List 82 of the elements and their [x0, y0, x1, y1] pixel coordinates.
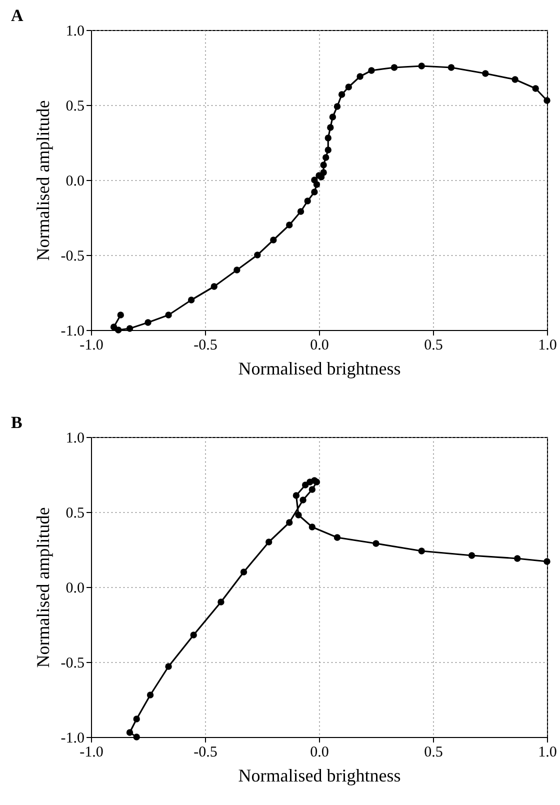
x-tick-label: 1.0	[538, 744, 557, 760]
x-axis-title: Normalised brightness	[238, 358, 401, 378]
x-tick-label: 1.0	[538, 338, 557, 354]
point	[308, 524, 316, 530]
y-tick-label: 1.0	[66, 24, 84, 40]
point	[334, 534, 341, 541]
y-tick-label: 0.0	[66, 580, 84, 596]
x-tick-label: 0.0	[310, 338, 329, 354]
point	[324, 134, 332, 142]
y-axis-title: Normalised amplitude	[32, 507, 53, 668]
point	[126, 729, 134, 736]
point	[240, 568, 248, 576]
point	[482, 70, 489, 77]
point	[311, 188, 318, 196]
point	[218, 598, 224, 606]
point	[311, 176, 318, 184]
point	[210, 283, 218, 290]
point	[286, 222, 293, 228]
point	[390, 64, 398, 71]
point	[329, 114, 336, 120]
y-tick-label: -1.0	[60, 324, 84, 340]
point	[327, 124, 334, 131]
point	[146, 692, 154, 698]
y-tick-label: 1.0	[66, 430, 84, 446]
point	[133, 734, 140, 740]
point	[188, 296, 195, 304]
point	[368, 67, 375, 74]
x-tick-label: 0.5	[424, 744, 443, 760]
point	[324, 146, 332, 154]
point	[512, 76, 518, 83]
point	[532, 85, 539, 92]
point	[190, 632, 197, 638]
point	[418, 62, 425, 70]
point	[165, 663, 172, 670]
point	[295, 512, 302, 518]
point	[372, 540, 380, 547]
point	[302, 482, 309, 488]
y-axis-title: Normalised amplitude	[32, 100, 53, 261]
point	[117, 312, 124, 318]
y-tick-label: -1.0	[60, 730, 84, 746]
point	[468, 552, 476, 559]
y-tick-label: -0.5	[60, 656, 84, 672]
point	[544, 558, 550, 565]
point	[338, 91, 346, 98]
point	[300, 496, 306, 504]
point	[270, 236, 277, 244]
chart-title: B	[11, 413, 22, 432]
chart-title: A	[11, 6, 24, 25]
point	[265, 538, 272, 546]
point	[418, 548, 425, 554]
point	[334, 103, 341, 110]
point	[304, 198, 311, 204]
point	[133, 716, 140, 722]
point	[544, 97, 550, 104]
point	[126, 325, 134, 332]
point	[320, 169, 327, 176]
point	[356, 73, 364, 80]
y-tick-label: 0.5	[66, 506, 84, 522]
y-tick-label: 0.5	[66, 98, 84, 114]
point	[144, 319, 152, 326]
point	[234, 266, 240, 274]
point	[322, 154, 330, 161]
point	[292, 492, 300, 499]
point	[514, 555, 521, 562]
y-tick-label: 0.0	[66, 174, 84, 190]
point	[165, 312, 172, 318]
y-tick-label: -0.5	[60, 248, 84, 264]
point	[254, 252, 261, 258]
point	[345, 84, 352, 90]
x-tick-label: -1.0	[80, 744, 104, 760]
point	[308, 486, 316, 493]
x-axis-title: Normalised brightness	[238, 766, 401, 786]
point	[297, 208, 304, 215]
x-tick-label: -0.5	[194, 744, 218, 760]
x-tick-label: -1.0	[80, 338, 104, 354]
point	[115, 326, 122, 334]
point	[286, 519, 293, 526]
point	[448, 64, 455, 71]
x-tick-label: -0.5	[194, 338, 218, 354]
x-tick-label: 0.5	[424, 338, 443, 354]
point	[320, 162, 327, 168]
x-tick-label: 0.0	[310, 744, 329, 760]
